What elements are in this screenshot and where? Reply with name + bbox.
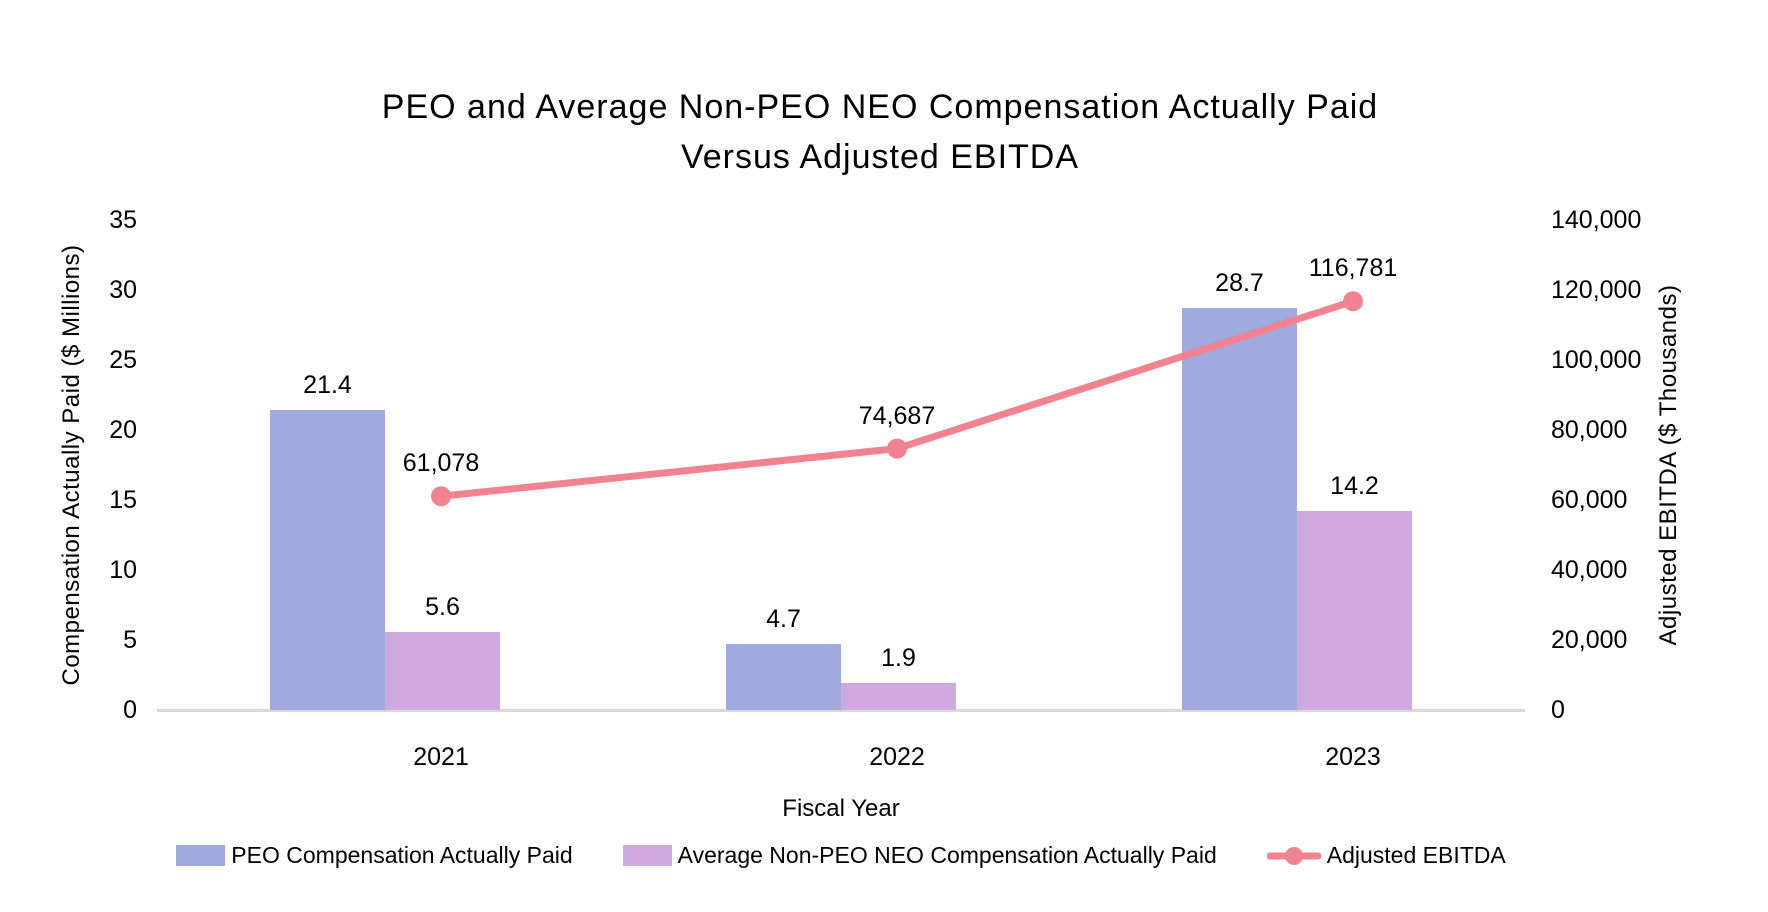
legend-label-adjusted-ebitda: Adjusted EBITDA bbox=[1326, 842, 1506, 868]
peo-compensation-bar-label-2022: 4.7 bbox=[766, 605, 801, 634]
legend-item-non-peo-neo-compensation: Average Non-PEO NEO Compensation Actuall… bbox=[622, 842, 1217, 869]
left-axis-tick-30: 30 bbox=[109, 276, 137, 304]
legend-line-marker-symbol bbox=[1266, 846, 1321, 865]
x-axis-label-2023: 2023 bbox=[1325, 743, 1381, 771]
peo-compensation-bar-2023 bbox=[1182, 308, 1297, 710]
right-axis-tick-120000: 120,000 bbox=[1551, 276, 1642, 304]
chart-title: PEO and Average Non-PEO NEO Compensation… bbox=[0, 82, 1760, 182]
non-peo-neo-compensation-bar-2022 bbox=[841, 683, 956, 710]
adjusted-ebitda-marker-2023 bbox=[1343, 291, 1363, 312]
right-axis-tick-20000: 20,000 bbox=[1551, 626, 1628, 654]
right-axis-tick-100000: 100,000 bbox=[1551, 346, 1642, 374]
non-peo-neo-compensation-bar-2021 bbox=[385, 631, 500, 710]
chart-title-line2: Versus Adjusted EBITDA bbox=[680, 138, 1080, 176]
peo-compensation-bar-2022 bbox=[726, 644, 841, 710]
right-axis-tick-60000: 60,000 bbox=[1551, 486, 1628, 514]
left-axis-tick-25: 25 bbox=[109, 346, 137, 374]
left-axis-tick-0: 0 bbox=[123, 696, 137, 724]
x-axis-label-2021: 2021 bbox=[413, 743, 469, 771]
legend-swatch-peo-compensation bbox=[176, 845, 226, 866]
x-axis-title: Fiscal Year bbox=[782, 795, 900, 822]
left-axis-tick-15: 15 bbox=[109, 486, 137, 514]
non-peo-neo-compensation-bar-label-2021: 5.6 bbox=[425, 592, 460, 621]
adjusted-ebitda-label-2022: 74,687 bbox=[858, 401, 936, 430]
right-axis-tick-0: 0 bbox=[1551, 696, 1565, 724]
x-axis-label-2022: 2022 bbox=[869, 743, 925, 771]
left-axis-tick-10: 10 bbox=[109, 556, 137, 584]
chart-title-line1: PEO and Average Non-PEO NEO Compensation… bbox=[381, 88, 1379, 126]
non-peo-neo-compensation-bar-label-2023: 14.2 bbox=[1330, 472, 1379, 501]
legend-swatch-non-peo-neo-compensation bbox=[622, 845, 672, 866]
adjusted-ebitda-label-2023: 116,781 bbox=[1308, 254, 1398, 283]
peo-compensation-bar-label-2023: 28.7 bbox=[1215, 269, 1264, 298]
left-axis-tick-20: 20 bbox=[109, 416, 137, 444]
legend-item-peo-compensation: PEO Compensation Actually Paid bbox=[176, 842, 573, 869]
left-axis-tick-5: 5 bbox=[123, 626, 137, 654]
right-axis-tick-80000: 80,000 bbox=[1551, 416, 1628, 444]
adjusted-ebitda-marker-2021 bbox=[431, 486, 451, 507]
legend-label-non-peo-neo-compensation: Average Non-PEO NEO Compensation Actuall… bbox=[677, 842, 1217, 868]
peo-compensation-bar-label-2021: 21.4 bbox=[303, 371, 352, 400]
x-axis-line bbox=[157, 709, 1525, 712]
legend: PEO Compensation Actually Paid Average No… bbox=[157, 842, 1525, 869]
non-peo-neo-compensation-bar-2023 bbox=[1297, 511, 1412, 710]
adjusted-ebitda-label-2021: 61,078 bbox=[402, 449, 480, 478]
left-axis-title: Compensation Actually Paid ($ Millions) bbox=[58, 244, 85, 686]
right-axis-title: Adjusted EBITDA ($ Thousands) bbox=[1655, 284, 1682, 646]
right-axis-tick-140000: 140,000 bbox=[1551, 206, 1642, 234]
left-axis-tick-35: 35 bbox=[109, 206, 137, 234]
right-axis-tick-40000: 40,000 bbox=[1551, 556, 1628, 584]
non-peo-neo-compensation-bar-label-2022: 1.9 bbox=[881, 644, 916, 673]
peo-compensation-bar-2021 bbox=[270, 410, 385, 710]
legend-item-adjusted-ebitda: Adjusted EBITDA bbox=[1266, 842, 1506, 869]
adjusted-ebitda-marker-2022 bbox=[887, 438, 907, 459]
legend-label-peo-compensation: PEO Compensation Actually Paid bbox=[231, 842, 573, 868]
